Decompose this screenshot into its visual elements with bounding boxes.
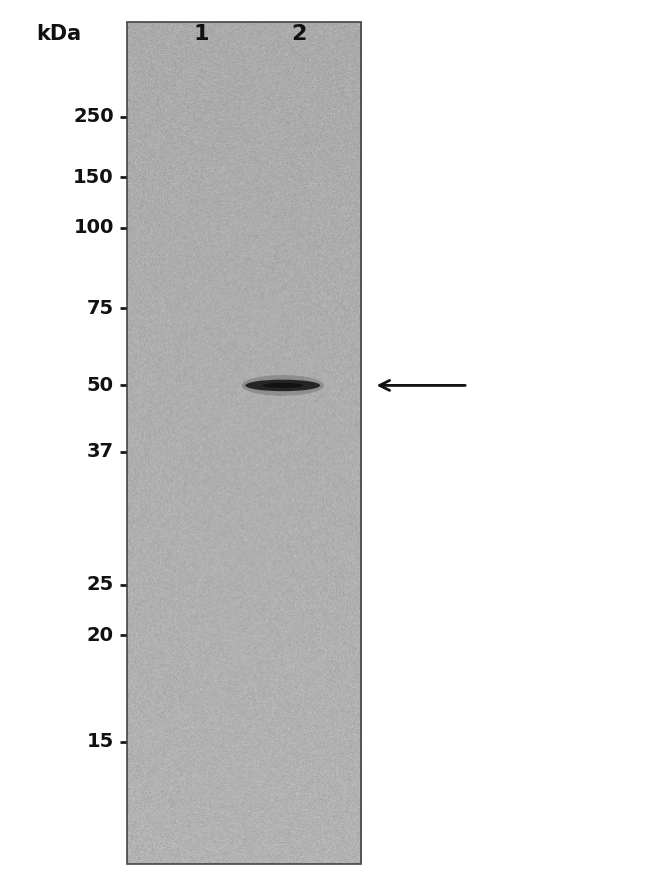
Text: 15: 15 (86, 732, 114, 751)
Ellipse shape (242, 375, 324, 396)
Text: kDa: kDa (36, 24, 81, 43)
Ellipse shape (262, 383, 304, 388)
Bar (127, 22, 361, 864)
Text: 20: 20 (86, 626, 114, 645)
Text: 37: 37 (86, 442, 114, 462)
Text: 1: 1 (194, 24, 209, 43)
Text: 150: 150 (73, 167, 114, 187)
Text: 75: 75 (86, 299, 114, 318)
Text: 25: 25 (86, 575, 114, 595)
Text: 2: 2 (291, 24, 307, 43)
Text: 50: 50 (86, 376, 114, 395)
Ellipse shape (246, 380, 320, 392)
Text: 250: 250 (73, 107, 114, 127)
Text: 100: 100 (73, 218, 114, 237)
